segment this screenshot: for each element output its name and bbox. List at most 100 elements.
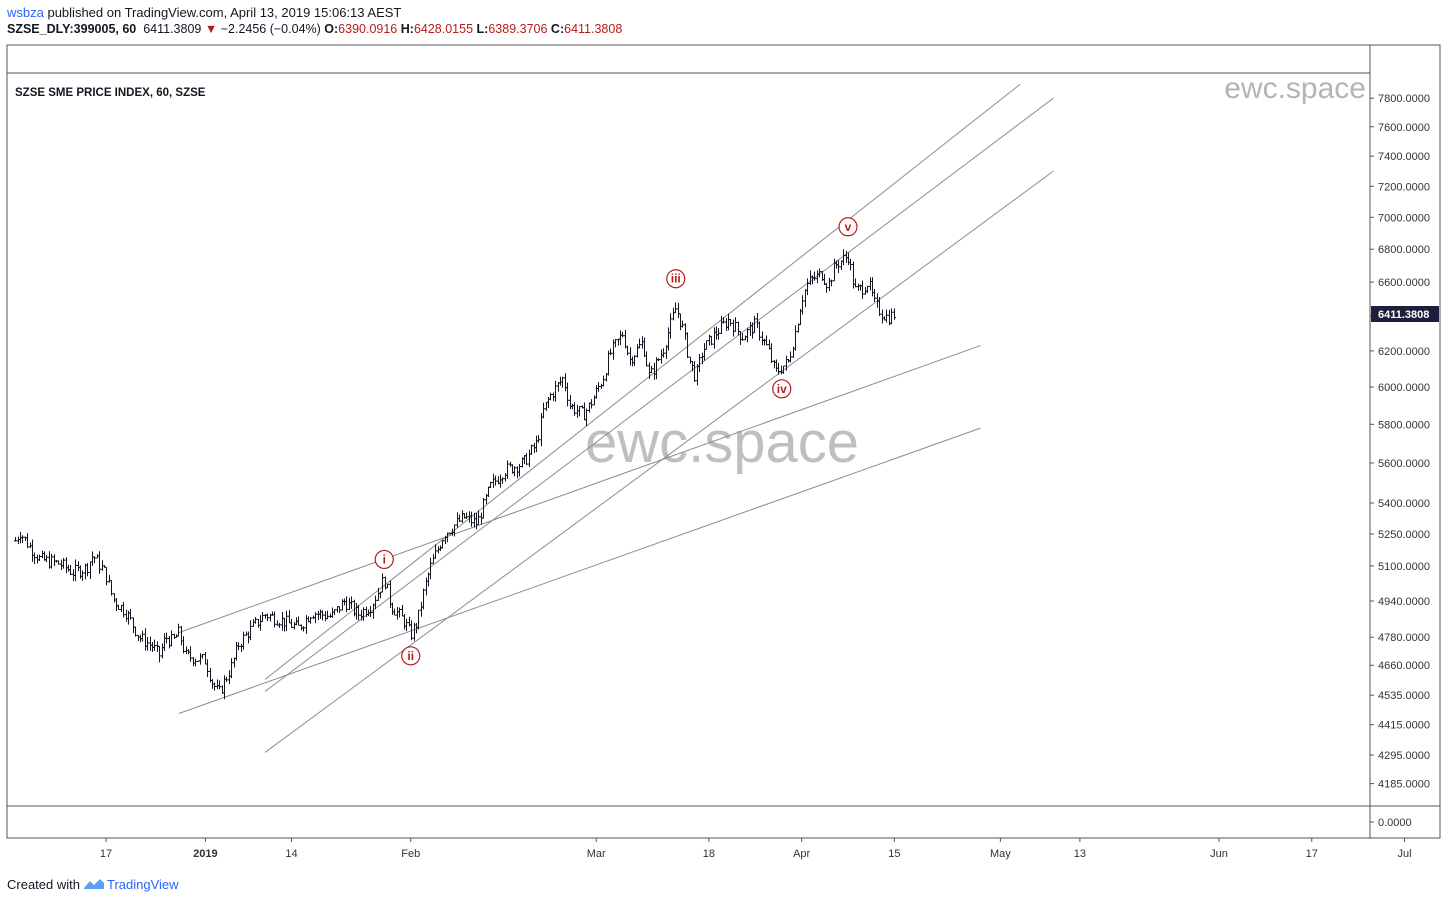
ohlc-bar — [504, 473, 507, 482]
ohlc-bar — [847, 252, 850, 266]
y-tick-label: 6800.0000 — [1378, 244, 1430, 256]
ohlc-bar — [379, 591, 382, 599]
ohlc-bar — [194, 658, 197, 667]
ohlc-bar — [528, 449, 531, 467]
ohlc-bar — [461, 510, 464, 523]
ohlc-bar — [50, 553, 53, 569]
ohlc-bar — [698, 354, 701, 373]
ohlc-bar — [713, 327, 716, 349]
ohlc-bar — [45, 554, 48, 563]
ohlc-bar — [693, 361, 696, 383]
wave-label-circle-i — [374, 549, 394, 570]
ohlc-bar — [201, 653, 204, 659]
ohlc-bar — [137, 634, 140, 641]
y-tick-label: 5600.0000 — [1378, 458, 1430, 470]
ohlc-bar — [525, 452, 528, 465]
ohlc-bar — [257, 618, 260, 628]
ohlc-bar — [386, 583, 389, 589]
x-tick-label: 2019 — [193, 848, 217, 860]
trend-line-lower-channel-bottom — [178, 427, 981, 714]
ohlc-bar — [631, 356, 634, 367]
ohlc-bar — [235, 641, 238, 661]
ohlc-bar — [830, 279, 833, 287]
ohlc-bar — [312, 615, 315, 619]
wave-label-iii: iii — [671, 272, 681, 286]
ohlc-bar — [758, 321, 761, 341]
ohlc-bar — [240, 643, 243, 652]
ohlc-bar — [336, 606, 339, 613]
ohlc-bar — [741, 333, 744, 341]
ohlc-bar — [857, 283, 860, 291]
ohlc-bar — [549, 392, 552, 401]
ohlc-bar — [170, 630, 173, 647]
ohlc-bar — [321, 610, 324, 621]
ohlc-bar — [878, 297, 881, 316]
ohlc-bar — [705, 340, 708, 350]
ohlc-bar — [494, 475, 497, 486]
ohlc-bar — [14, 537, 17, 542]
x-tick-label: 15 — [888, 848, 900, 860]
ohlc-bar — [662, 348, 665, 358]
ohlc-bar — [789, 351, 792, 363]
y-tick-label: 4415.0000 — [1378, 720, 1430, 732]
lower-pane-tick-label: 0.0000 — [1378, 817, 1412, 829]
ohlc-bar — [41, 550, 44, 559]
wave-label-ii: ii — [407, 649, 414, 663]
x-tick-label: Jul — [1397, 848, 1411, 860]
ohlc-bar — [120, 604, 123, 613]
ohlc-bar — [633, 355, 636, 366]
ohlc-line: SZSE_DLY:399005, 60 6411.3809 ▼ −2.2456 … — [7, 22, 622, 36]
ohlc-bar — [17, 536, 20, 545]
tradingview-link[interactable]: TradingView — [106, 877, 179, 892]
x-tick-label: Jun — [1210, 848, 1228, 860]
ohlc-bar — [86, 562, 89, 577]
ohlc-bar — [285, 610, 288, 631]
ohlc-bar — [125, 609, 128, 622]
x-tick-label: 14 — [285, 848, 297, 860]
ohlc-bar — [396, 607, 399, 620]
y-tick-label: 7000.0000 — [1378, 212, 1430, 224]
ohlc-bar — [319, 609, 322, 620]
ohlc-bar — [317, 610, 320, 621]
ohlc-bar — [557, 382, 560, 392]
ohlc-bar — [113, 593, 116, 603]
ohlc-bar — [866, 285, 869, 294]
ohlc-bar — [189, 646, 192, 662]
ohlc-bar — [703, 343, 706, 361]
ohlc-bar — [513, 466, 516, 477]
ohlc-bar — [545, 401, 548, 412]
ohlc-bar — [717, 328, 720, 340]
ohlc-bar — [554, 380, 557, 402]
ohlc-bar — [621, 331, 624, 338]
ohlc-bar — [794, 325, 797, 351]
trend-line-lower-channel-top — [178, 345, 981, 634]
ohlc-bar — [134, 626, 137, 637]
ohlc-bar — [355, 602, 358, 620]
ohlc-bar — [636, 344, 639, 358]
ohlc-bar — [446, 532, 449, 543]
ohlc-bar — [405, 618, 408, 632]
ohlc-bar — [590, 399, 593, 409]
ohlc-bar — [333, 609, 336, 616]
footer: Created with TradingView — [7, 877, 179, 892]
ohlc-bar — [715, 326, 718, 340]
y-tick-label: 4780.0000 — [1378, 632, 1430, 644]
ohlc-bar — [163, 633, 166, 651]
change-value: −2.2456 (−0.04%) — [220, 22, 321, 36]
ohlc-bar — [677, 302, 680, 319]
ohlc-bar — [21, 535, 24, 543]
x-tick-label: Mar — [587, 848, 606, 860]
ohlc-bar — [849, 258, 852, 271]
ohlc-bar — [302, 626, 305, 632]
ohlc-bar — [837, 260, 840, 273]
y-tick-label: 5800.0000 — [1378, 419, 1430, 431]
ohlc-bar — [559, 376, 562, 386]
ohlc-bar — [132, 617, 135, 634]
ohlc-bar — [679, 313, 682, 331]
wave-label-circle-v — [838, 217, 858, 237]
ohlc-bar — [266, 613, 269, 622]
author-link[interactable]: wsbza — [7, 5, 44, 20]
ohlc-bar — [890, 308, 893, 325]
ohlc-bar — [146, 636, 149, 651]
